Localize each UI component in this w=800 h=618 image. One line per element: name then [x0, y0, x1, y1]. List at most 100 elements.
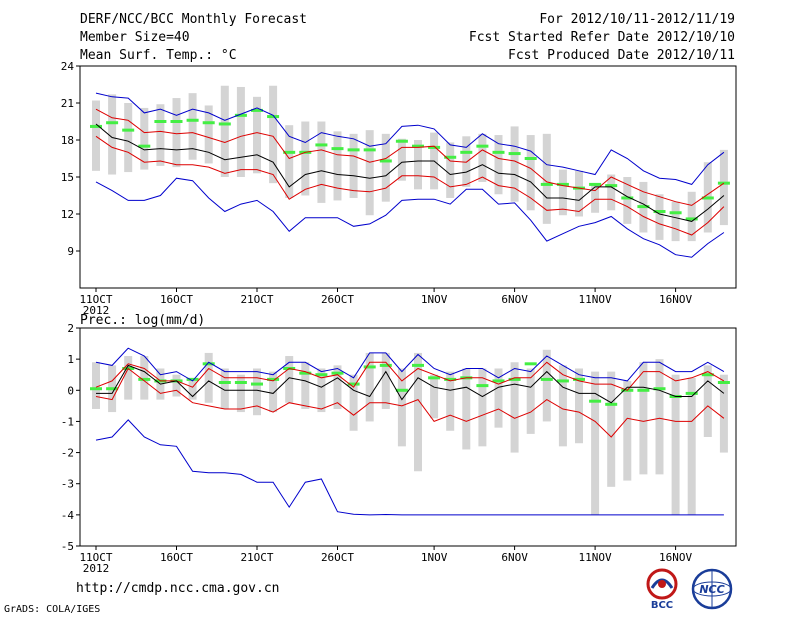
ensemble-range-bar: [301, 121, 310, 196]
ensemble-mean-marker: [395, 139, 408, 143]
ensemble-range-bar: [414, 140, 422, 190]
ensemble-mean-marker: [363, 148, 376, 152]
ensemble-range-bar: [687, 191, 696, 242]
ensemble-mean-marker: [412, 144, 424, 148]
x-tick-label: 16OCT: [160, 551, 193, 564]
panel-title: Prec.: log(mm/d): [80, 313, 205, 328]
y-tick-label: 15: [61, 171, 74, 184]
ensemble-mean-marker: [444, 377, 457, 381]
ensemble-range-bar: [140, 107, 149, 170]
ensemble-range-bar: [462, 368, 471, 450]
y-tick-label: 24: [61, 60, 75, 73]
ensemble-range-bar: [108, 94, 117, 175]
ensemble-mean-marker: [395, 388, 408, 392]
ensemble-mean-marker: [637, 205, 650, 209]
ensemble-mean-marker: [106, 387, 119, 391]
ensemble-range-bar: [687, 377, 696, 515]
ensemble-range-bar: [301, 362, 310, 409]
ensemble-mean-marker: [653, 210, 666, 214]
ensemble-mean-marker: [251, 382, 263, 386]
ensemble-range-bar: [607, 174, 616, 211]
y-tick-label: -5: [61, 540, 74, 553]
ensemble-mean-marker: [234, 113, 247, 117]
ensemble-mean-marker: [524, 157, 537, 160]
ensemble-range-bar: [591, 183, 600, 213]
ensemble-mean-marker: [701, 196, 714, 200]
ensemble-mean-marker: [669, 211, 682, 215]
ensemble-range-bar: [510, 126, 519, 202]
ensemble-range-bar: [719, 374, 728, 453]
ensemble-mean-marker: [605, 402, 618, 406]
ensemble-range-bar: [558, 169, 567, 216]
ensemble-mean-marker: [106, 121, 119, 125]
ensemble-mean-marker: [589, 399, 602, 403]
x-tick-label: 26OCT: [321, 293, 354, 306]
ensemble-range-bar: [607, 371, 616, 487]
ensemble-range-bar: [494, 368, 503, 428]
x-tick-label: 1NOV: [421, 293, 448, 306]
ncc-logo: NCC: [688, 568, 736, 610]
ensemble-range-bar: [365, 130, 374, 216]
grads-credit: GrADS: COLA/IGES: [4, 604, 101, 615]
ensemble-range-bar: [220, 85, 229, 177]
series-line-lower: [95, 367, 725, 438]
ensemble-range-bar: [510, 362, 519, 453]
ensemble-range-bar: [333, 365, 342, 409]
series-line-median: [96, 364, 725, 404]
ensemble-range-bar: [317, 368, 326, 413]
ensemble-range-bar: [446, 371, 455, 431]
series-line-median: [95, 123, 725, 222]
series-line-lower: [95, 135, 725, 236]
ensemble-mean-marker: [460, 150, 473, 154]
plot-frame: [79, 327, 737, 547]
ensemble-mean-marker: [492, 379, 505, 383]
ensemble-mean-marker: [363, 365, 376, 369]
ensemble-mean-marker: [508, 377, 521, 381]
ensemble-range-bar: [381, 352, 390, 409]
ensemble-mean-marker: [170, 120, 183, 123]
ensemble-mean-marker: [637, 388, 650, 392]
source-url-link[interactable]: http://cmdp.ncc.cma.gov.cn: [76, 581, 280, 596]
ensemble-range-bar: [220, 368, 229, 409]
x-tick-label: 1NOV: [421, 551, 448, 564]
ensemble-range-bar: [365, 352, 374, 422]
year-label: 2012: [83, 562, 110, 575]
y-tick-label: 9: [67, 245, 74, 258]
series-line-max: [95, 92, 725, 185]
temperature-panel: 24 21 18 15 12 9 11OCT 16OCT 21OCT 26OCT 1NOV 6NOV 1…: [61, 60, 737, 317]
ensemble-range-bar: [269, 85, 278, 184]
ensemble-range-bar: [349, 374, 358, 431]
ensemble-range-bar: [236, 374, 245, 413]
ensemble-range-bar: [140, 356, 149, 400]
ensemble-range-bar: [92, 100, 100, 171]
year-label: 2012: [83, 304, 110, 317]
ensemble-range-bar: [269, 371, 278, 413]
x-tick-label: 11OCT: [79, 293, 112, 306]
bcc-logo: BCC: [638, 568, 686, 610]
ensemble-mean-marker: [717, 381, 730, 384]
ensemble-range-bar: [623, 380, 632, 481]
ensemble-mean-marker: [653, 387, 666, 391]
ensemble-range-bar: [188, 93, 197, 160]
ensemble-range-bar: [542, 133, 551, 224]
forecast-produced-label: Fcst Produced Date 2012/10/11: [508, 48, 735, 63]
ensemble-mean-marker: [444, 155, 457, 159]
ensemble-mean-marker: [379, 363, 392, 367]
ensemble-mean-marker: [122, 128, 135, 132]
ensemble-mean-marker: [299, 371, 312, 375]
ensemble-mean-marker: [476, 384, 489, 388]
series-line-min: [95, 177, 725, 258]
ensemble-mean-marker: [556, 182, 569, 186]
ensemble-mean-marker: [379, 159, 392, 163]
forecast-period-label: For 2012/10/11-2012/11/19: [539, 12, 735, 27]
series-line-min: [95, 419, 724, 516]
x-tick-label: 11NOV: [579, 551, 612, 564]
ensemble-mean-marker: [717, 181, 730, 185]
ensemble-range-bar: [381, 133, 390, 202]
ensemble-mean-marker: [251, 108, 263, 112]
ensemble-range-bar: [558, 365, 567, 447]
ensemble-mean-marker: [267, 115, 280, 119]
ensemble-mean-marker: [315, 373, 328, 377]
ensemble-mean-marker: [186, 118, 199, 122]
ensemble-mean-marker: [234, 381, 247, 384]
